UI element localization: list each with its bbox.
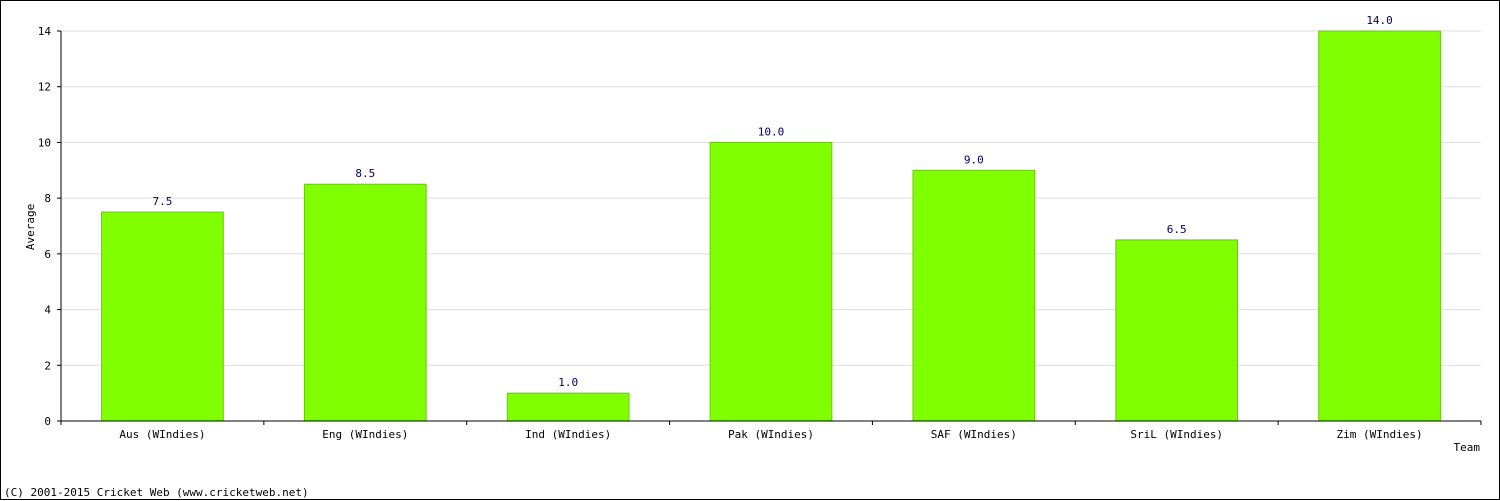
- x-tick-label: Eng (WIndies): [322, 428, 408, 441]
- bar: [709, 141, 833, 422]
- y-axis-title: Average: [24, 204, 37, 250]
- bar-value-label: 7.5: [152, 195, 172, 208]
- y-tick-label: 10: [38, 136, 51, 149]
- x-tick-label: Pak (WIndies): [728, 428, 814, 441]
- x-tick-label: SriL (WIndies): [1130, 428, 1223, 441]
- copyright-footer: (C) 2001-2015 Cricket Web (www.cricketwe…: [4, 486, 309, 499]
- bar-value-label: 1.0: [558, 376, 578, 389]
- x-tick-label: Aus (WIndies): [119, 428, 205, 441]
- y-tick-label: 14: [38, 25, 52, 38]
- bar: [506, 392, 630, 422]
- bar: [303, 183, 427, 422]
- y-tick-label: 0: [44, 415, 51, 428]
- y-tick-label: 2: [44, 359, 51, 372]
- y-tick-label: 8: [44, 192, 51, 205]
- x-tick-label: Zim (WIndies): [1337, 428, 1423, 441]
- x-ticks: Aus (WIndies) Eng (WIndies) Ind (WIndies) P…: [60, 421, 1482, 441]
- bar-value-label: 9.0: [964, 153, 984, 166]
- axes: [60, 31, 1481, 422]
- y-tick-label: 6: [44, 248, 51, 261]
- bar-value-label: 14.0: [1366, 14, 1393, 27]
- y-tick-label: 4: [44, 304, 51, 317]
- x-tick-label: SAF (WIndies): [931, 428, 1017, 441]
- bar: [101, 211, 224, 422]
- bar-value-label: 6.5: [1167, 223, 1187, 236]
- bars: [101, 30, 1441, 422]
- bar-value-label: 10.0: [758, 125, 785, 138]
- x-axis-title: Team: [1454, 441, 1481, 454]
- x-tick-label: Ind (WIndies): [525, 428, 611, 441]
- y-ticks: 0 2 4 6 8 10 12 14: [38, 25, 61, 428]
- bar-value-label: 8.5: [355, 167, 375, 180]
- y-tick-label: 12: [38, 81, 51, 94]
- bar: [912, 169, 1036, 422]
- bar: [1115, 239, 1239, 422]
- value-labels: 7.5 8.5 1.0 10.0 9.0 6.5 14.0: [152, 14, 1392, 389]
- bar: [1318, 30, 1441, 422]
